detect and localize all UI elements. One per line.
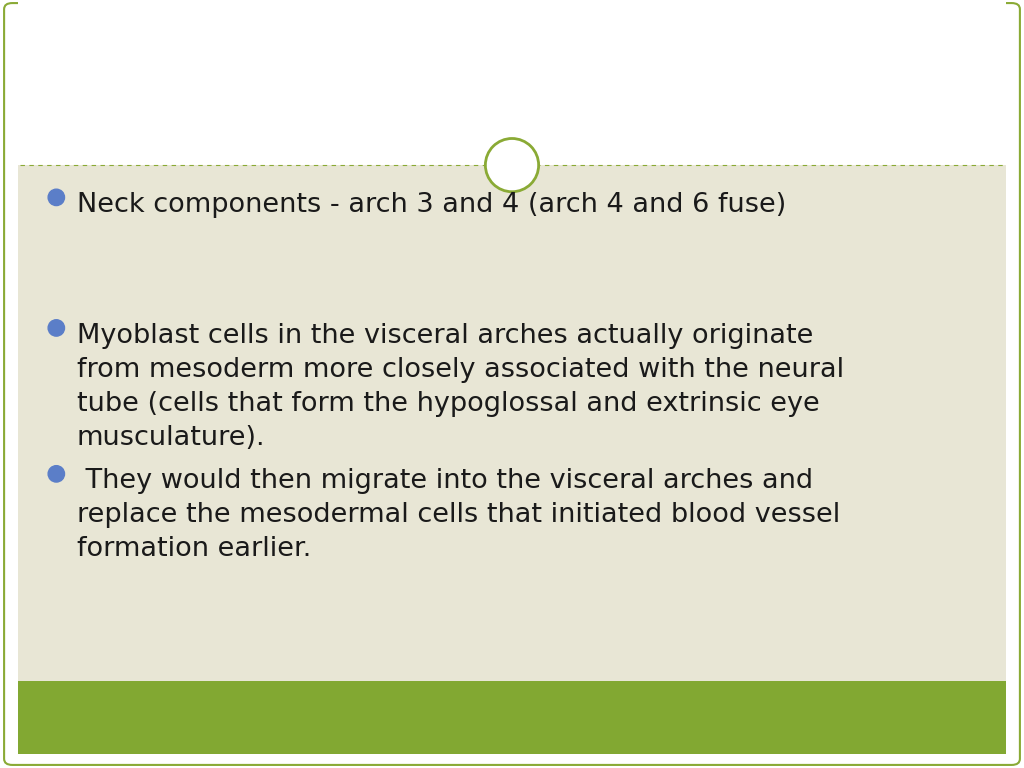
FancyBboxPatch shape bbox=[4, 3, 1020, 765]
Ellipse shape bbox=[48, 189, 65, 206]
Text: Myoblast cells in the visceral arches actually originate
from mesoderm more clos: Myoblast cells in the visceral arches ac… bbox=[77, 323, 844, 451]
Text: Neck components - arch 3 and 4 (arch 4 and 6 fuse): Neck components - arch 3 and 4 (arch 4 a… bbox=[77, 192, 786, 218]
FancyBboxPatch shape bbox=[18, 0, 1006, 165]
FancyBboxPatch shape bbox=[18, 165, 1006, 681]
Text: They would then migrate into the visceral arches and
replace the mesodermal cell: They would then migrate into the viscera… bbox=[77, 468, 840, 562]
Ellipse shape bbox=[48, 465, 65, 482]
Ellipse shape bbox=[48, 319, 65, 336]
Ellipse shape bbox=[485, 138, 539, 192]
FancyBboxPatch shape bbox=[18, 681, 1006, 754]
